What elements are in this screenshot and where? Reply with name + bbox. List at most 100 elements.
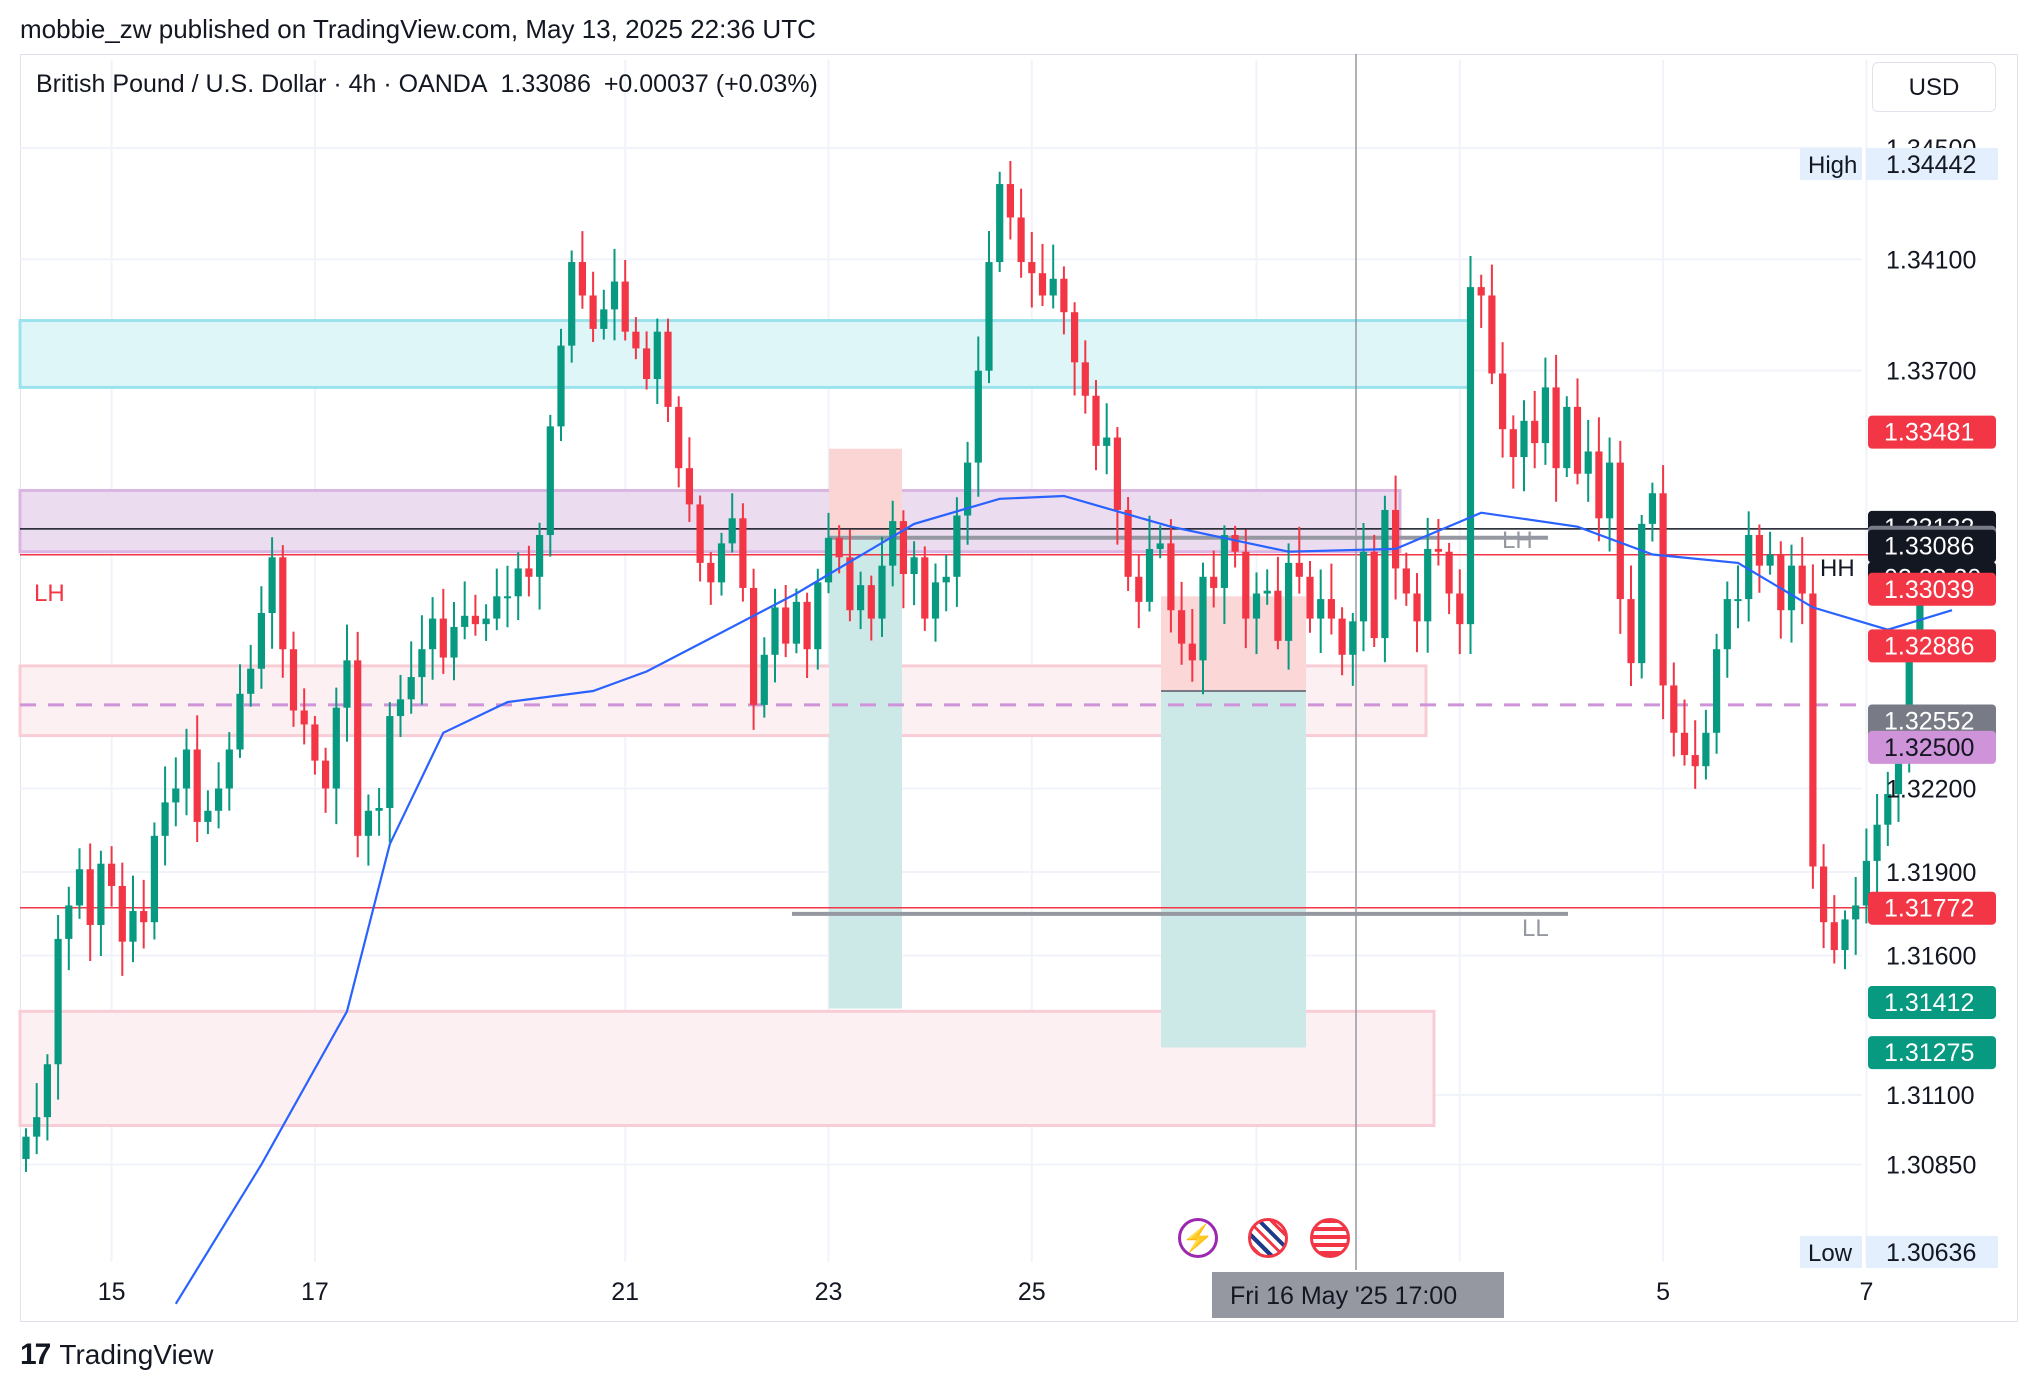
candle bbox=[643, 331, 651, 390]
candle bbox=[1873, 794, 1881, 897]
candle bbox=[1820, 844, 1828, 949]
stat-value-low: 1.30636 bbox=[1886, 1239, 1976, 1267]
price-tick-label: 1.31900 bbox=[1886, 859, 1976, 887]
stat-value-bg bbox=[1866, 148, 1998, 181]
symbol-last: 1.33086 bbox=[500, 70, 591, 98]
candle bbox=[43, 1054, 51, 1141]
candle bbox=[1541, 357, 1549, 465]
candle bbox=[846, 529, 854, 622]
earlier-stop bbox=[829, 448, 902, 536]
symbol-change: +0.00037 (+0.03%) bbox=[603, 70, 818, 98]
candle-body bbox=[1049, 278, 1057, 296]
tradingview-logo-icon: 17 bbox=[20, 1338, 51, 1371]
candle bbox=[1777, 541, 1785, 639]
candle bbox=[1220, 525, 1228, 625]
candle bbox=[482, 604, 490, 641]
candle bbox=[1734, 565, 1742, 629]
candle bbox=[247, 644, 255, 707]
candle-body bbox=[1167, 543, 1175, 611]
candle-body bbox=[846, 557, 854, 611]
candle bbox=[97, 850, 105, 957]
candle-body bbox=[1413, 593, 1421, 622]
candle-body bbox=[108, 863, 116, 886]
candle-body bbox=[75, 869, 84, 906]
candle bbox=[1595, 417, 1603, 542]
candle bbox=[33, 1083, 41, 1155]
candle-body bbox=[43, 1064, 51, 1118]
candle-body bbox=[1873, 824, 1881, 861]
currency-button[interactable]: USD bbox=[1872, 62, 1996, 112]
candle bbox=[728, 493, 736, 553]
candle bbox=[1456, 569, 1464, 655]
lightning-icon[interactable]: ⚡ bbox=[1178, 1218, 1218, 1258]
candle bbox=[1103, 403, 1111, 475]
candle bbox=[257, 586, 265, 689]
chart-levels bbox=[20, 54, 1880, 1270]
candle-body bbox=[140, 911, 148, 923]
candle bbox=[1713, 633, 1721, 754]
candle bbox=[578, 231, 586, 309]
candle-body bbox=[685, 468, 693, 505]
cursor-date-label: Fri 16 May '25 17:00 bbox=[1230, 1282, 1457, 1310]
candle bbox=[878, 536, 886, 637]
candle bbox=[354, 631, 362, 858]
stat-label-bg bbox=[1800, 148, 1862, 181]
candle-body bbox=[503, 596, 512, 599]
candle bbox=[1520, 400, 1528, 492]
candle-body bbox=[760, 654, 768, 705]
candle bbox=[1317, 569, 1325, 653]
candle-body bbox=[482, 618, 490, 625]
candle bbox=[289, 631, 298, 727]
candle bbox=[867, 575, 875, 641]
candle-body bbox=[1092, 395, 1100, 446]
candle bbox=[1755, 524, 1763, 593]
price-tick-label: 1.34100 bbox=[1886, 246, 1976, 274]
candle bbox=[1745, 511, 1753, 622]
candle bbox=[1691, 720, 1699, 789]
candle-body bbox=[1488, 295, 1496, 374]
candle-body bbox=[407, 677, 415, 700]
candle-body bbox=[1755, 535, 1763, 566]
candle-body bbox=[1520, 420, 1528, 458]
candle bbox=[1648, 482, 1656, 542]
candle-body bbox=[1616, 462, 1624, 600]
candle-body bbox=[889, 521, 897, 566]
candle-body bbox=[1723, 599, 1731, 650]
candle bbox=[1680, 699, 1689, 766]
candle-body bbox=[1038, 273, 1047, 296]
candle-body bbox=[931, 582, 940, 619]
uk-flag-icon[interactable] bbox=[1248, 1218, 1288, 1258]
candle bbox=[1381, 495, 1389, 663]
candle bbox=[1188, 608, 1196, 682]
us-flag-icon[interactable] bbox=[1310, 1218, 1350, 1258]
candle-body bbox=[1135, 576, 1143, 602]
candle bbox=[461, 581, 469, 640]
candle-body bbox=[1242, 551, 1250, 619]
candle bbox=[1338, 607, 1346, 676]
candle-body bbox=[985, 262, 993, 371]
candle bbox=[1627, 565, 1635, 687]
candle bbox=[1327, 563, 1335, 635]
candle bbox=[407, 641, 415, 714]
candle bbox=[792, 588, 800, 654]
candle-body bbox=[236, 693, 244, 750]
price-tag-label: 1.32552 bbox=[1884, 707, 1974, 735]
candle-body bbox=[1777, 554, 1785, 611]
candle bbox=[600, 289, 608, 340]
candle bbox=[1670, 662, 1678, 757]
price-tag-label: 1.31275 bbox=[1884, 1039, 1974, 1067]
candle-body bbox=[1573, 406, 1582, 474]
candle-body bbox=[257, 613, 265, 669]
candle-body bbox=[621, 281, 629, 332]
position-target bbox=[1161, 691, 1306, 1048]
candle-body bbox=[675, 406, 683, 469]
price-tick-label: 1.31600 bbox=[1886, 943, 1976, 971]
annotation-hh: HH bbox=[1820, 555, 1855, 582]
price-tag-bg bbox=[1868, 629, 1996, 663]
candle bbox=[889, 500, 897, 587]
price-tick-label: 1.30850 bbox=[1886, 1152, 1976, 1180]
brand-name: TradingView bbox=[59, 1339, 214, 1370]
candle bbox=[974, 336, 982, 497]
time-tick-label: 7 bbox=[1859, 1278, 1873, 1306]
